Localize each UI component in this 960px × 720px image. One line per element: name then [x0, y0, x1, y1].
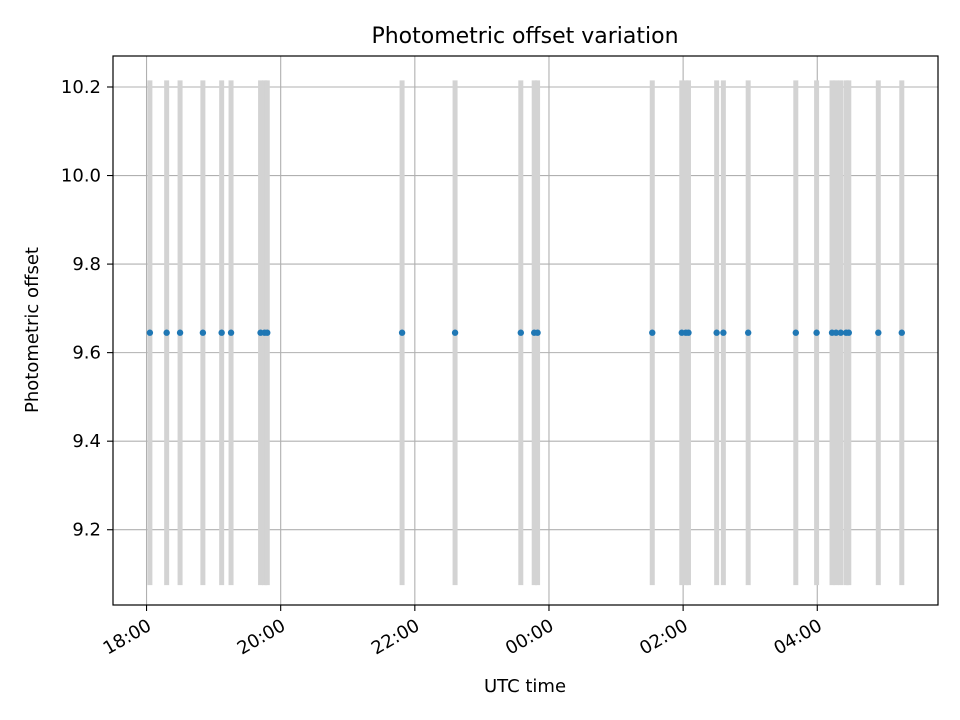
data-point: [398, 329, 406, 336]
y-tick-label: 9.6: [72, 343, 101, 364]
data-point: [744, 329, 752, 336]
data-point: [832, 329, 840, 336]
data-point: [534, 329, 541, 336]
data-point: [163, 329, 170, 336]
data-point: [713, 329, 720, 336]
data-point: [875, 329, 882, 336]
data-point: [227, 329, 235, 336]
data-point: [837, 329, 844, 336]
x-tick-label: 18:00: [100, 615, 155, 659]
x-tick-label: 20:00: [234, 615, 289, 659]
data-point: [685, 329, 692, 336]
data-point: [720, 329, 727, 336]
data-point: [264, 329, 271, 336]
chart-title: Photometric offset variation: [371, 24, 678, 49]
plot-frame: [112, 55, 939, 606]
point-layer: [146, 329, 905, 336]
data-point: [792, 329, 800, 336]
y-tick-label: 9.8: [72, 254, 101, 275]
y-tick-label: 10.0: [61, 166, 101, 187]
y-axis-ticks: 9.2 9.4 9.6 9.8 10.0 10.2: [61, 77, 113, 541]
data-point: [451, 329, 459, 336]
x-axis-ticks: 18:00 20:00 22:00 00:00 02:00 04:00: [100, 605, 826, 659]
y-tick-label: 10.2: [61, 77, 101, 98]
data-point: [813, 329, 820, 336]
data-point: [649, 329, 656, 336]
x-tick-label: 02:00: [636, 615, 691, 659]
x-tick-label: 22:00: [368, 615, 423, 659]
y-tick-label: 9.2: [72, 520, 101, 541]
x-tick-label: 04:00: [770, 615, 825, 659]
y-axis-label: Photometric offset: [22, 247, 43, 413]
data-point: [845, 329, 852, 336]
x-tick-label: 00:00: [502, 615, 557, 659]
x-axis-label: UTC time: [484, 676, 566, 697]
data-point: [218, 329, 225, 336]
data-point: [517, 329, 525, 336]
data-point: [176, 329, 184, 336]
data-point: [199, 329, 207, 336]
y-tick-label: 9.4: [72, 431, 101, 452]
data-point: [898, 329, 905, 336]
data-point: [146, 329, 154, 336]
